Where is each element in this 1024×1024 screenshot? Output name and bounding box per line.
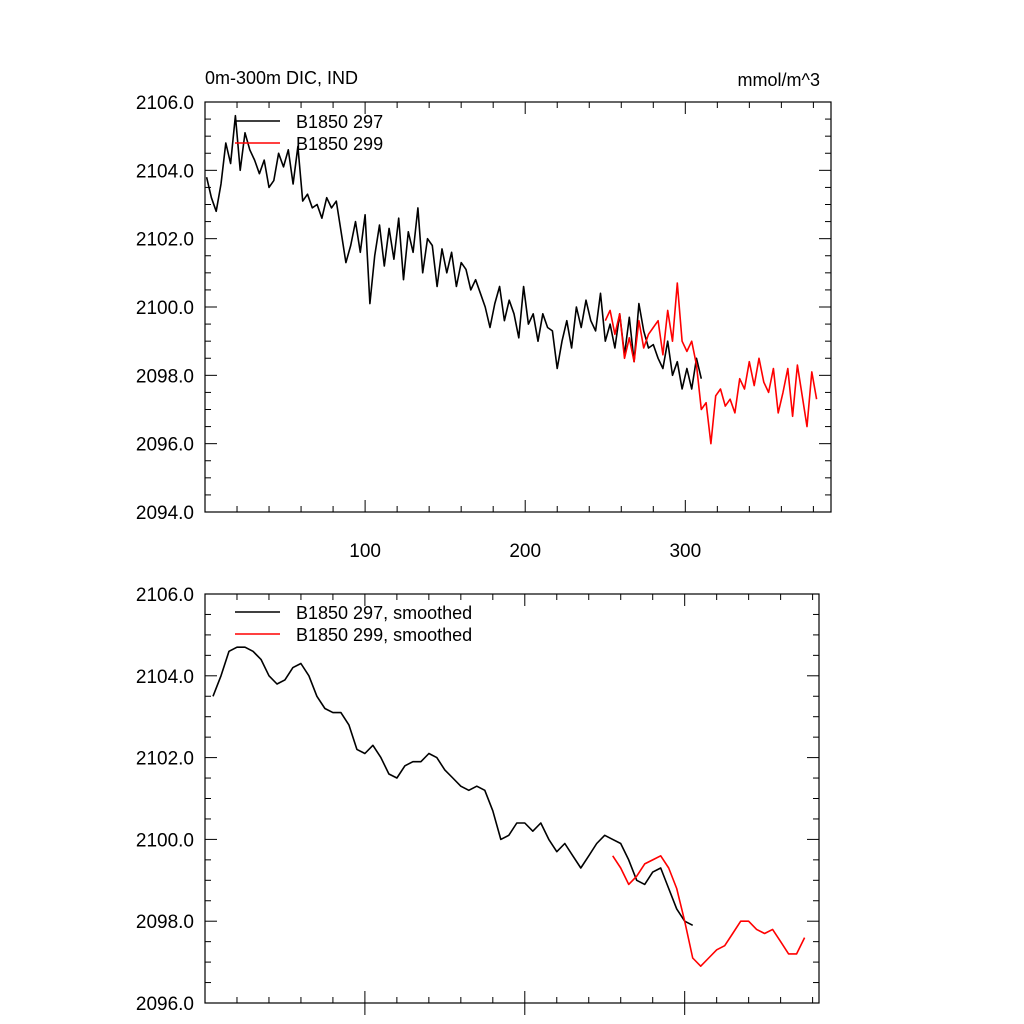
y-tick-label: 2104.0 <box>136 667 194 688</box>
y-tick-label: 2106.0 <box>136 93 194 114</box>
y-tick-label: 2102.0 <box>136 749 194 770</box>
units-label: mmol/m^3 <box>738 70 820 90</box>
top-panel-raw: 2094.0 2096.0 2098.0 2100.0 2102.0 2104.0 2106… <box>136 93 832 562</box>
x-tick-label: 200 <box>509 541 541 562</box>
y-tick-label: 2106.0 <box>136 585 194 606</box>
y-tick-label: 2096.0 <box>136 435 194 456</box>
legend-label: B1850 299 <box>296 134 383 154</box>
y-tick-label: 2098.0 <box>136 912 194 933</box>
legend-label: B1850 299, smoothed <box>296 625 472 645</box>
bottom-panel-smoothed: 2096.0 2098.0 2100.0 2102.0 2104.0 2106.0 B185… <box>136 585 820 1015</box>
series-line-1 <box>612 854 806 968</box>
series-line-1 <box>604 282 818 445</box>
y-tick-label: 2098.0 <box>136 366 194 387</box>
y-tick-label: 2094.0 <box>136 503 194 524</box>
y-tick-label: 2100.0 <box>136 830 194 851</box>
plot-frame <box>204 593 820 1004</box>
y-tick-label: 2102.0 <box>136 230 194 251</box>
plot-frame <box>204 101 832 513</box>
y-tick-label: 2096.0 <box>136 994 194 1015</box>
x-tick-label: 300 <box>669 541 701 562</box>
legend-label: B1850 297, smoothed <box>296 603 472 623</box>
x-tick-label: 100 <box>349 541 381 562</box>
legend-label: B1850 297 <box>296 112 383 132</box>
y-tick-label: 2100.0 <box>136 298 194 319</box>
series-line-0 <box>212 646 694 927</box>
chart-title: 0m-300m DIC, IND <box>205 68 358 88</box>
y-tick-label: 2104.0 <box>136 161 194 182</box>
